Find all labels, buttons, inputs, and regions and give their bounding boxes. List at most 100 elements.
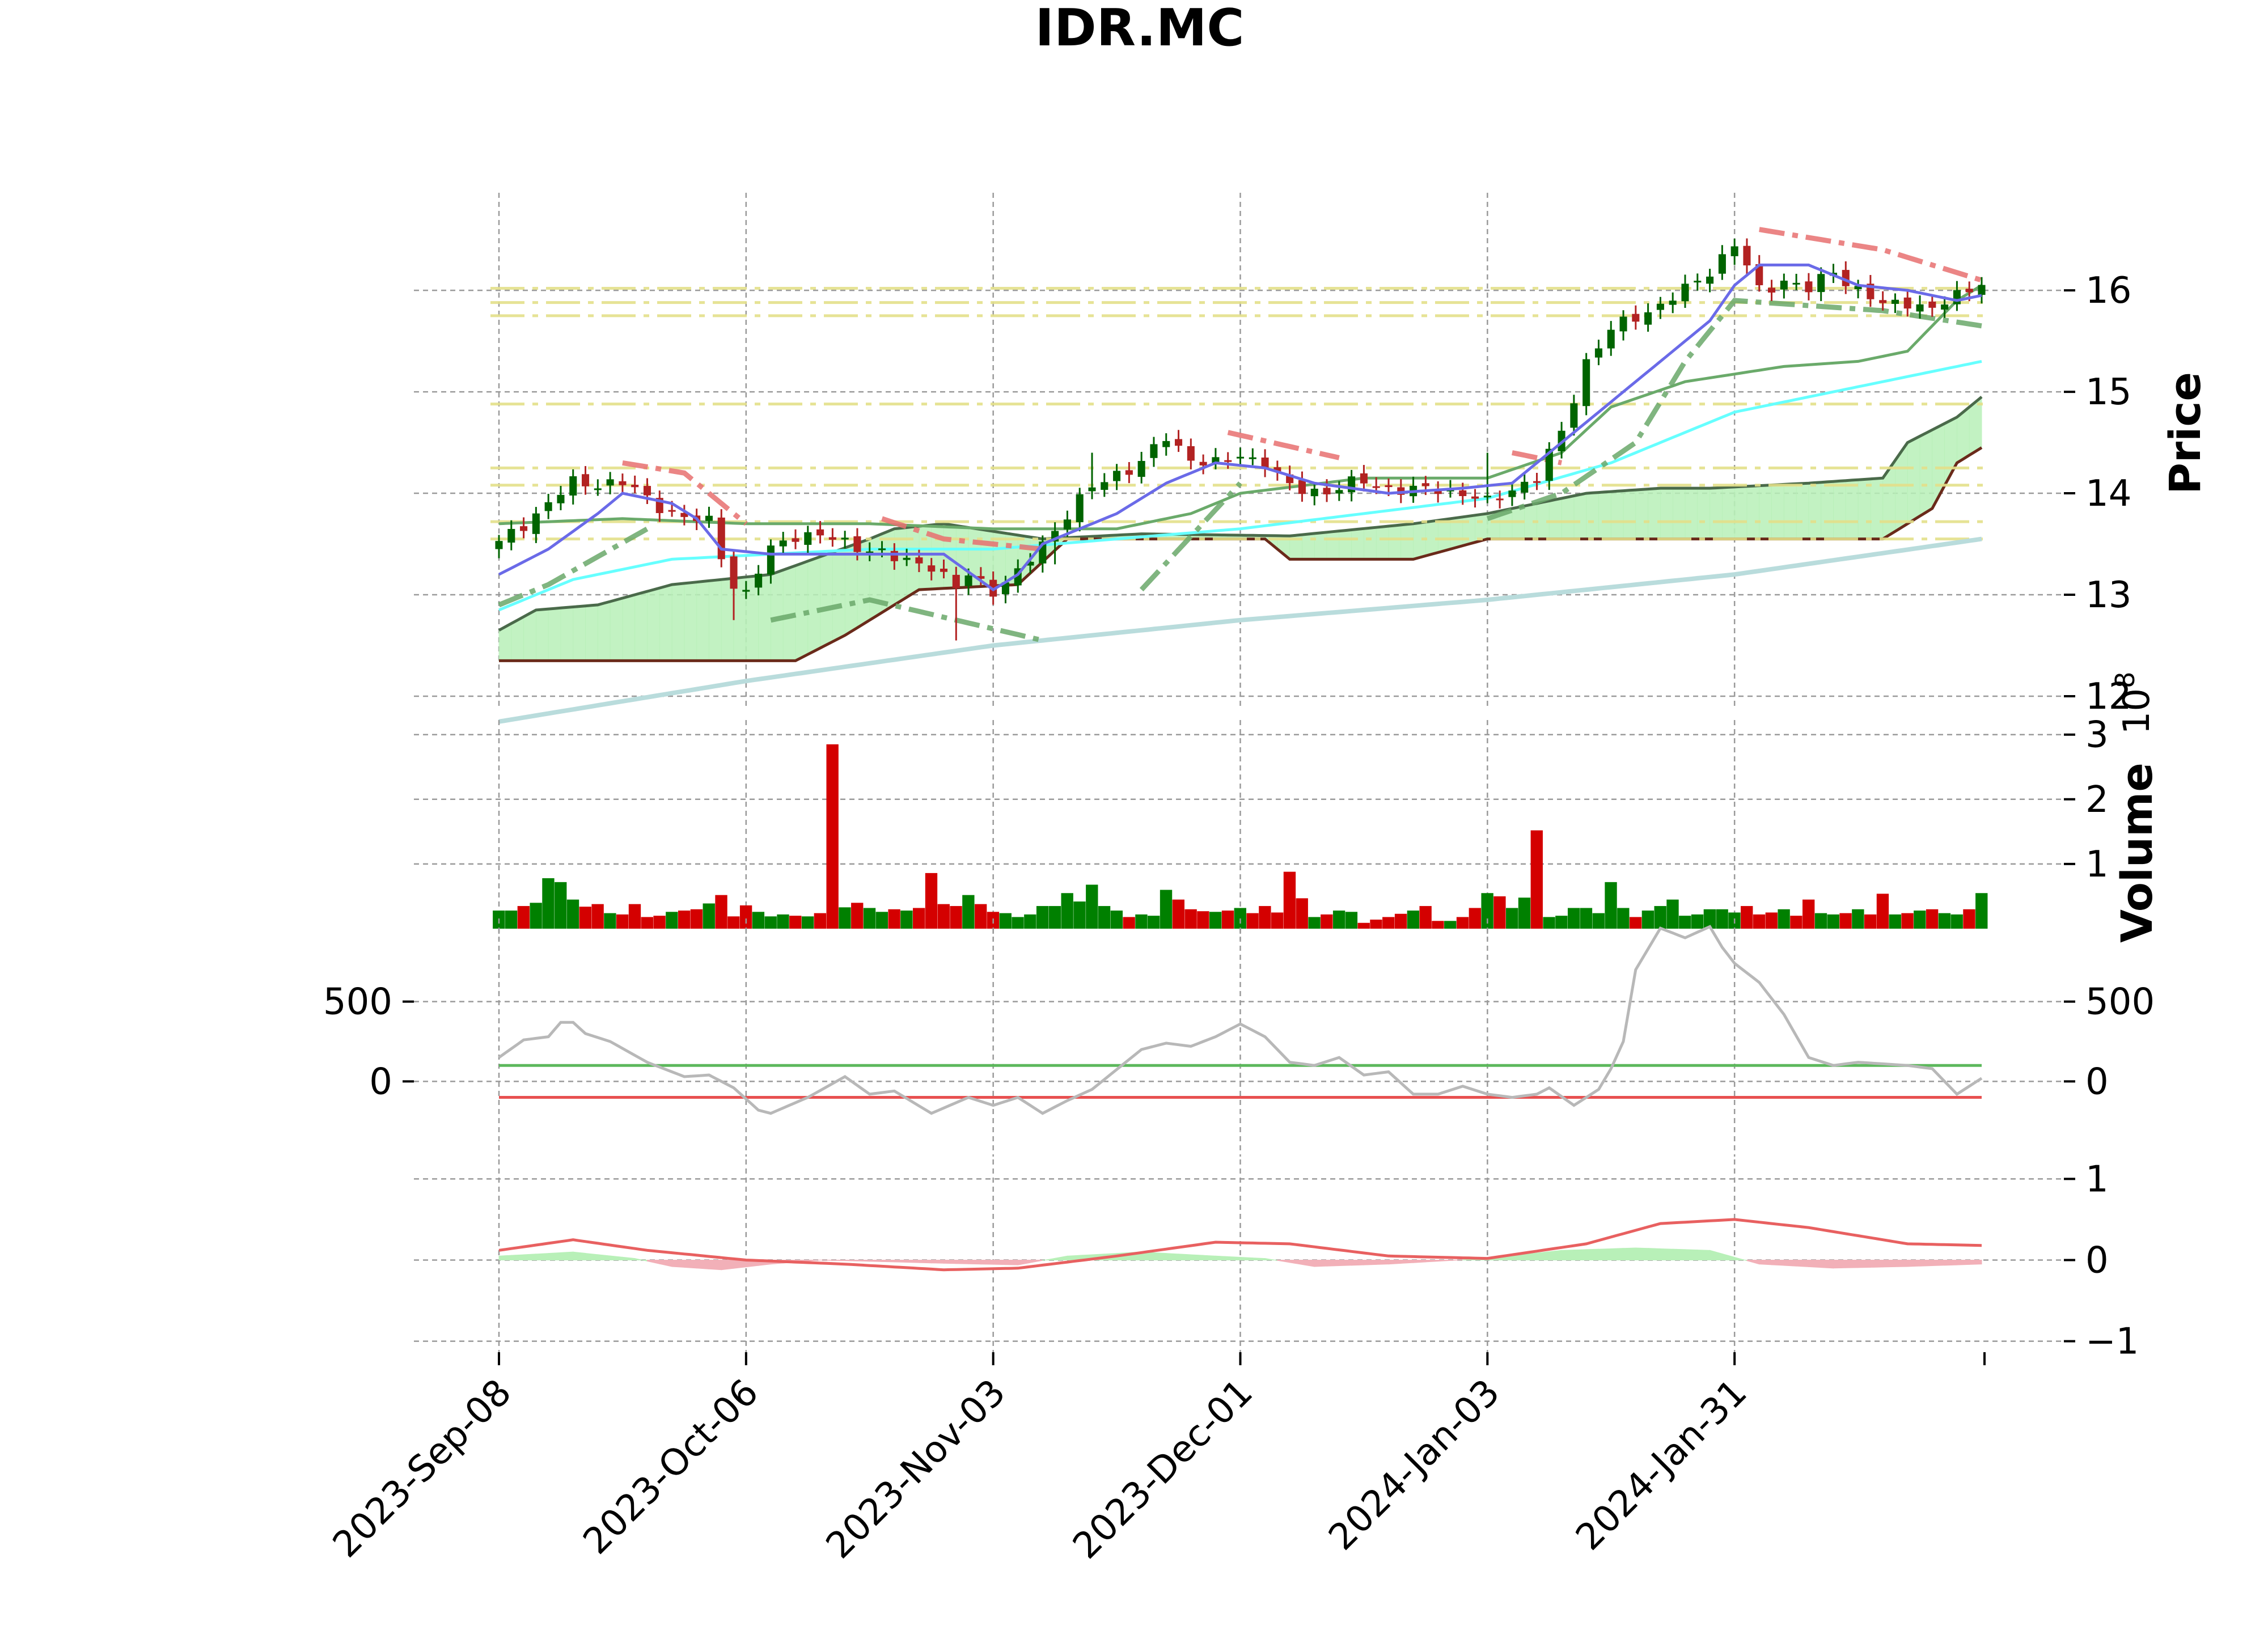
cloud-segment: [1660, 488, 1673, 540]
macd-hist-segment: [610, 1255, 623, 1260]
volume-bar: [801, 916, 814, 929]
candle: [1941, 296, 1949, 318]
cloud-segment: [1400, 523, 1414, 560]
candle: [1483, 452, 1491, 503]
macd-hist-segment: [622, 1256, 636, 1260]
cloud-segment: [1561, 495, 1575, 540]
volume-bar: [1950, 914, 1963, 929]
volume-bar: [1926, 909, 1939, 929]
volume-bar: [1814, 913, 1827, 929]
envelope-upper-segment-2: [1227, 430, 1340, 460]
volume-bar: [1357, 922, 1370, 929]
volume-bar: [1778, 909, 1790, 929]
envelope-lower-segment-3: [1486, 298, 1982, 522]
macd-hist-segment: [1178, 1254, 1191, 1260]
volume-bar: [715, 895, 727, 929]
macd-hist-segment: [1166, 1253, 1179, 1260]
volume-bar: [1407, 911, 1420, 929]
macd-hist-segment: [1314, 1260, 1327, 1267]
volume-bar: [962, 895, 975, 929]
volume-bar: [1332, 911, 1345, 929]
x-tick-label-4: 2024-Jan-03: [1321, 1371, 1508, 1559]
macd-hist-segment: [733, 1260, 747, 1269]
candle: [495, 535, 503, 558]
cloud-segment: [560, 606, 574, 661]
candle-body: [952, 574, 960, 589]
macd-hist-segment: [1759, 1260, 1772, 1265]
candle-body: [668, 510, 676, 512]
cloud-segment: [1870, 477, 1884, 540]
volume-bar: [1148, 916, 1160, 929]
cloud-segment: [1783, 483, 1797, 540]
volume-bar: [999, 913, 1012, 929]
volume-bar: [1160, 890, 1173, 929]
candle: [1656, 297, 1664, 319]
candle-body: [1125, 470, 1133, 475]
candle-body: [1582, 359, 1590, 407]
candle: [705, 506, 713, 528]
sma-short-line: [498, 263, 1982, 592]
volume-bar: [1666, 899, 1679, 929]
candle-body: [1421, 483, 1429, 486]
candle: [804, 526, 812, 554]
candle-body: [1805, 281, 1813, 293]
candle-body: [606, 479, 614, 486]
candle-body: [594, 488, 602, 490]
candle-body: [767, 545, 775, 575]
macd-hist-segment: [894, 1260, 907, 1263]
volume-ytick-1-label-r: 2: [2085, 779, 2109, 821]
macd-hist-segment: [709, 1260, 722, 1271]
volume-bar: [1271, 912, 1284, 929]
cloud-segment: [1710, 487, 1723, 540]
macd-hist-segment: [1857, 1260, 1871, 1268]
candle-body: [1372, 486, 1380, 488]
volume-bar: [1234, 908, 1246, 929]
volume-bar: [1394, 913, 1407, 929]
price-axis-label: Price: [2160, 372, 2210, 494]
volume-bar: [579, 907, 592, 929]
candle-body: [1150, 444, 1158, 458]
ichimoku-span-a-line: [498, 396, 1983, 632]
candle: [1508, 483, 1516, 506]
volume-bar: [653, 916, 666, 929]
volume-bar: [1765, 912, 1778, 929]
candle-body: [569, 476, 577, 496]
candle: [1162, 433, 1170, 456]
volume-bar: [1184, 909, 1197, 929]
candle: [1582, 353, 1590, 416]
candle-body: [1730, 246, 1738, 256]
cloud-segment: [671, 583, 685, 661]
volume-bar: [739, 905, 752, 929]
macd-hist-segment: [906, 1260, 920, 1263]
candle-body: [1533, 481, 1541, 483]
candle: [1076, 488, 1084, 532]
macd-hist-segment: [1425, 1260, 1438, 1263]
candle: [1310, 482, 1318, 506]
candle-body: [940, 569, 948, 572]
osc-ytick-0-label-l: 0: [369, 1061, 392, 1103]
volume-bar: [1716, 909, 1728, 929]
candle: [1261, 449, 1269, 477]
envelope-lower-segment-2: [1139, 481, 1242, 592]
price-ytick-2-label-r: 14: [2085, 473, 2131, 515]
volume-bar: [1493, 896, 1506, 929]
cloud-segment: [1697, 488, 1711, 540]
volume-bar: [814, 913, 827, 929]
candle-body: [1113, 471, 1121, 481]
macd-hist-segment: [684, 1260, 697, 1269]
candle-body: [878, 548, 886, 551]
volume-bar: [752, 912, 765, 929]
cloud-segment: [746, 575, 759, 661]
cloud-segment: [659, 584, 672, 661]
cloud-segment: [523, 609, 536, 661]
macd-hist-segment: [1710, 1250, 1723, 1260]
candle-body: [1434, 489, 1442, 494]
candle: [1459, 482, 1467, 505]
sma-long-line: [498, 536, 1982, 724]
candle: [1212, 448, 1220, 469]
macd-panel: −1 0 1: [414, 1158, 2139, 1363]
volume-bar: [826, 744, 839, 929]
macd-hist-segment: [869, 1260, 882, 1262]
candle-body: [1792, 282, 1800, 285]
candle: [1224, 452, 1232, 469]
